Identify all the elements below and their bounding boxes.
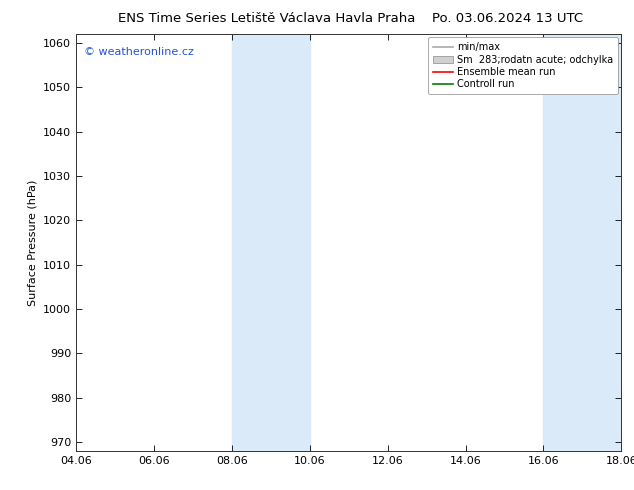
Y-axis label: Surface Pressure (hPa): Surface Pressure (hPa) (27, 179, 37, 306)
Bar (543, 34, 621, 451)
Text: © weatheronline.cz: © weatheronline.cz (84, 47, 194, 57)
Text: Po. 03.06.2024 13 UTC: Po. 03.06.2024 13 UTC (432, 12, 583, 25)
Text: ENS Time Series Letiště Václava Havla Praha: ENS Time Series Letiště Václava Havla Pr… (117, 12, 415, 25)
Legend: min/max, Sm  283;rodatn acute; odchylka, Ensemble mean run, Controll run: min/max, Sm 283;rodatn acute; odchylka, … (428, 37, 618, 94)
Bar (232, 34, 310, 451)
